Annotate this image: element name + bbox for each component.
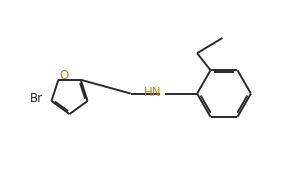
- Text: O: O: [59, 69, 69, 82]
- Text: HN: HN: [144, 87, 162, 100]
- Text: Br: Br: [30, 92, 44, 105]
